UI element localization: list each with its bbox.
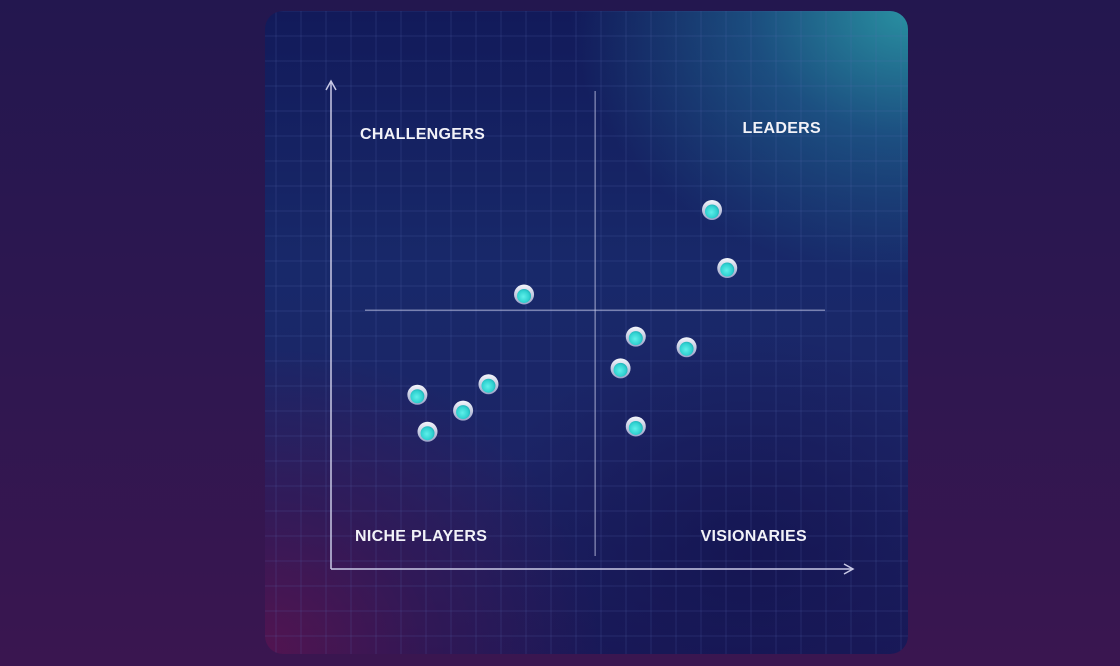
chart-card: CHALLENGERS LEADERS NICHE PLAYERS VISION…	[265, 11, 908, 654]
data-point	[717, 258, 738, 279]
data-point-dot	[613, 362, 628, 377]
data-point	[453, 400, 474, 421]
data-point	[625, 416, 646, 437]
data-point-dot	[720, 262, 735, 277]
data-point-dot	[628, 331, 643, 346]
data-point	[478, 374, 499, 395]
quadrant-label-niche-players: NICHE PLAYERS	[355, 528, 487, 545]
quadrant-label-visionaries: VISIONARIES	[701, 528, 807, 545]
data-point	[514, 284, 535, 305]
data-point	[407, 384, 428, 405]
data-point-dot	[420, 426, 435, 441]
data-point-dot	[679, 341, 694, 356]
data-point	[610, 358, 631, 379]
data-point-dot	[628, 420, 643, 435]
data-point-dot	[517, 288, 532, 303]
data-point	[625, 326, 646, 347]
data-point-dot	[705, 204, 719, 219]
data-point-dot	[410, 389, 425, 404]
quadrant-label-leaders: LEADERS	[742, 120, 821, 137]
data-points	[407, 199, 738, 442]
data-point	[417, 421, 438, 442]
grid-lines	[265, 11, 908, 654]
quadrant-label-challengers: CHALLENGERS	[360, 126, 485, 143]
data-point-dot	[481, 378, 496, 393]
data-point	[676, 337, 697, 358]
data-point-dot	[456, 405, 471, 420]
quadrant-chart: CHALLENGERS LEADERS NICHE PLAYERS VISION…	[265, 11, 908, 654]
data-point	[702, 199, 722, 220]
